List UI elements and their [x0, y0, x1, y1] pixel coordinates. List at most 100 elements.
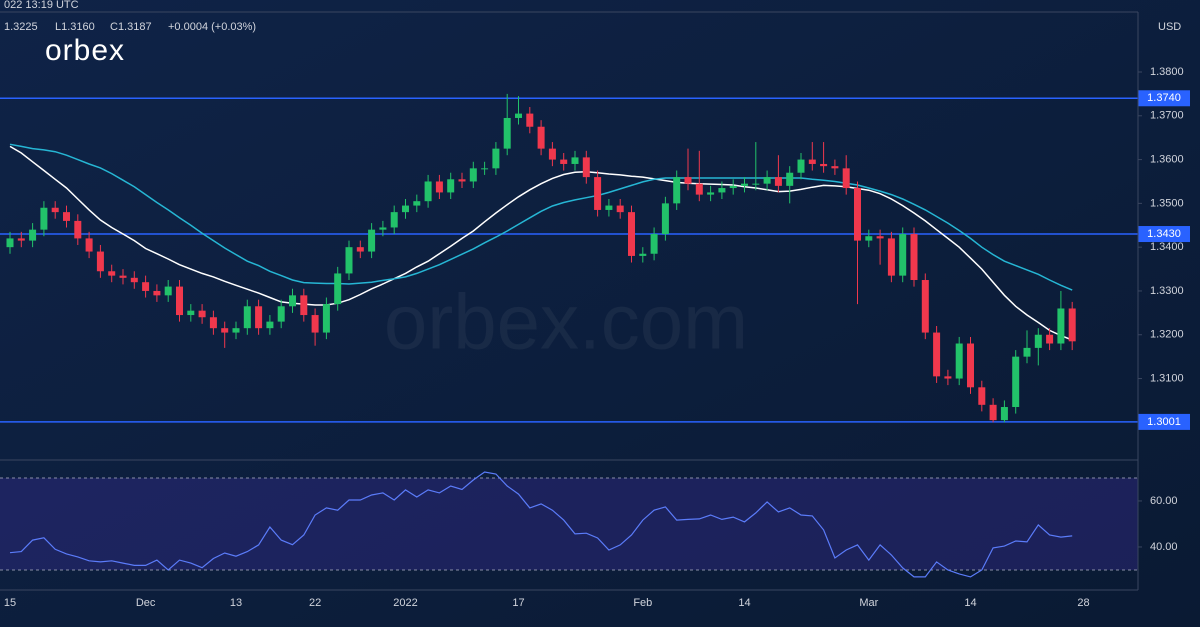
x-tick-label: 28 [1077, 597, 1089, 609]
candle-body [255, 306, 263, 329]
level-label: 1.3001 [1147, 416, 1181, 428]
candle-body [40, 207, 48, 230]
candle-body [51, 207, 59, 213]
level-label-box [1138, 90, 1190, 107]
ohlc-change: +0.0004 (+0.03%) [168, 21, 256, 33]
candle-body [865, 236, 873, 241]
candle-body [142, 282, 150, 291]
candle-body [402, 205, 409, 213]
candle-body [921, 280, 929, 333]
x-tick-label: 15 [4, 597, 16, 609]
y-tick-label: 1.3400 [1150, 241, 1184, 253]
candle-body [379, 227, 387, 230]
x-tick-label: 22 [309, 597, 321, 609]
candle-body [741, 183, 748, 186]
ohlc-low: L1.3160 [55, 21, 95, 33]
candle-body [797, 159, 805, 173]
candle-body [6, 238, 14, 248]
candle-body [910, 234, 918, 281]
candle-body [831, 166, 839, 169]
candle-body [356, 247, 364, 252]
candle-body [661, 203, 669, 235]
candle-body [119, 275, 127, 278]
candle-body [277, 306, 285, 322]
candle-body [673, 177, 681, 204]
candle-body [390, 212, 398, 228]
candle-body [413, 201, 421, 206]
candle-body [108, 271, 116, 276]
x-tick-label: 13 [230, 597, 242, 609]
candle-body [1012, 356, 1020, 408]
candle-body [164, 286, 172, 296]
y-tick-label: 1.3300 [1150, 285, 1184, 297]
candle-body [209, 317, 217, 329]
candle-body [232, 328, 240, 333]
level-label: 1.3740 [1147, 92, 1181, 104]
y-tick-label: 1.3200 [1150, 329, 1184, 341]
candle-body [526, 113, 534, 127]
candle-body [74, 220, 82, 239]
candle-body [17, 238, 25, 241]
candle-body [594, 177, 602, 210]
candle-body [515, 113, 522, 118]
candle-body [887, 238, 895, 276]
y-tick-label: 1.3600 [1150, 153, 1184, 165]
candle-body [548, 148, 556, 160]
candle-body [707, 192, 715, 195]
logo: orbex [45, 34, 125, 67]
level-label-box [1138, 226, 1190, 243]
candle-body [368, 229, 376, 252]
candle-body [820, 163, 828, 167]
plot-layer: 1.3100 1.3200 1.3300 1.3400 1.3500 1.3600 1.37… [0, 66, 1190, 609]
candle-body [774, 177, 782, 186]
candle-body [322, 304, 330, 333]
candle-body [424, 181, 432, 202]
candle-body [221, 328, 229, 333]
currency-label: USD [1158, 21, 1181, 33]
candle-body [1068, 308, 1076, 342]
candle-body [571, 157, 579, 164]
candle-body [899, 234, 907, 276]
candle-body [695, 183, 703, 195]
candle-body [1057, 308, 1065, 344]
candle-body [492, 148, 500, 169]
candle-body [266, 321, 274, 329]
candle-body [345, 247, 353, 274]
candle-body [876, 236, 884, 239]
candle-body [639, 253, 647, 256]
candle-body [955, 343, 963, 379]
indicator-band [0, 477, 1138, 570]
candle-body [582, 157, 590, 178]
candle-body [447, 179, 455, 193]
candle-body [933, 332, 941, 377]
x-tick-label: Dec [136, 597, 156, 609]
watermark: orbex.com [384, 278, 748, 366]
x-tick-label: 17 [512, 597, 524, 609]
candle-body [808, 159, 816, 164]
candle-body [130, 277, 138, 283]
candle-body [469, 168, 477, 182]
candle-body [616, 205, 624, 213]
ohlc-close: C1.3187 [110, 21, 152, 33]
candle-body [786, 172, 794, 186]
candle-body [85, 238, 93, 252]
candle-body [243, 306, 251, 329]
datetime: 022 13:19 UTC [4, 0, 79, 11]
candle-body [311, 315, 319, 333]
indicator-line [9, 471, 1073, 578]
candle-body [458, 179, 466, 182]
y-tick-label: 1.3100 [1150, 372, 1184, 384]
candle-body [187, 310, 195, 316]
candle-body [1046, 334, 1054, 344]
candle-body [176, 286, 183, 316]
x-tick-label: 14 [738, 597, 750, 609]
candle-body [944, 376, 952, 379]
candle-body [605, 205, 613, 210]
x-tick-label: Feb [633, 597, 652, 609]
candle-body [63, 212, 70, 221]
candle-body [198, 310, 206, 318]
candle-body [435, 181, 443, 193]
x-tick-label: 2022 [393, 597, 417, 609]
candle-body [763, 177, 771, 184]
